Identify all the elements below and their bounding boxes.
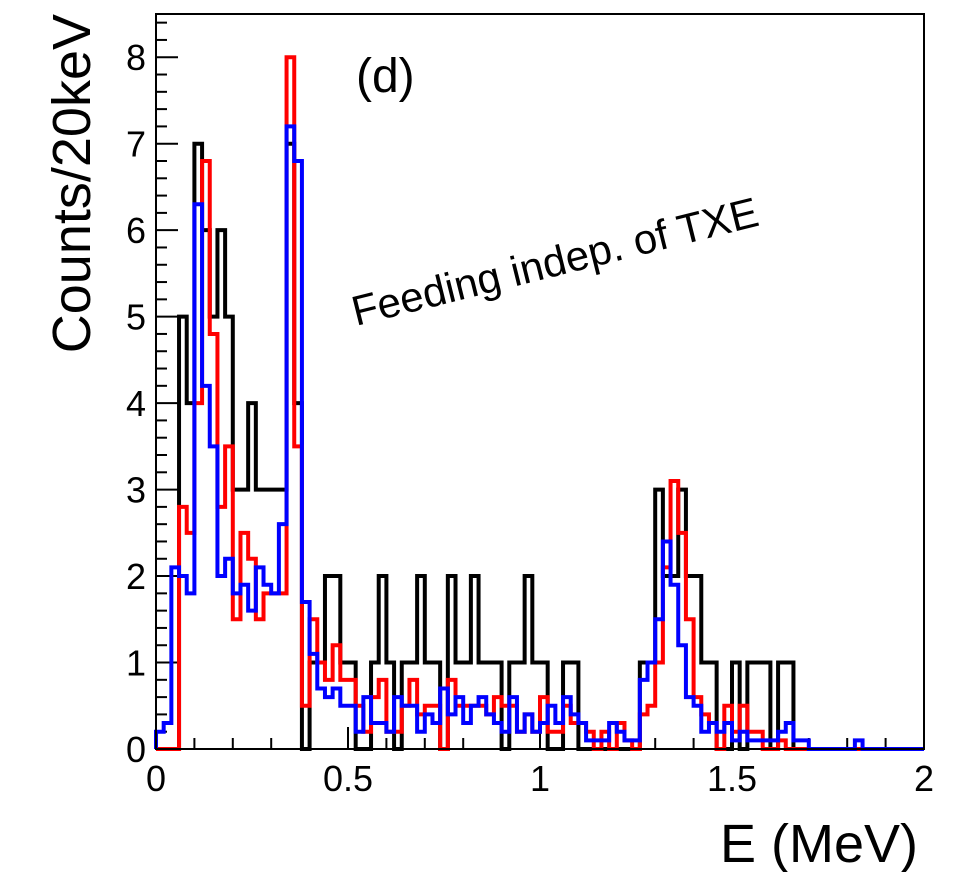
series-layer [154, 55, 924, 751]
y-tick-label: 4 [126, 383, 146, 424]
x-tick-label: 0 [146, 758, 166, 799]
y-axis-tick-labels: 0 1 2 3 4 5 6 7 8 [126, 37, 146, 770]
x-tick-label: 0.5 [323, 758, 373, 799]
panel-label: (d) [356, 50, 415, 103]
x-tick-label: 2 [914, 758, 934, 799]
y-tick-label: 1 [126, 643, 146, 684]
x-axis-tick-labels: 0 0.5 1 1.5 2 [146, 758, 934, 799]
annotation-text: Feeding indep. of TXE [347, 188, 763, 335]
y-tick-label: 2 [126, 556, 146, 597]
y-tick-label: 7 [126, 124, 146, 165]
y-tick-label: 0 [126, 729, 146, 770]
y-tick-label: 5 [126, 297, 146, 338]
x-tick-label: 1 [530, 758, 550, 799]
histogram-series-3 [154, 124, 924, 751]
plot-frame [155, 13, 925, 750]
y-axis-ticks [156, 21, 178, 750]
x-tick-label: 1.5 [707, 758, 757, 799]
y-tick-label: 8 [126, 37, 146, 78]
x-axis-title: E (MeV) [720, 814, 918, 872]
y-tick-label: 6 [126, 210, 146, 251]
histogram-series-2 [156, 55, 924, 751]
histogram-series-1 [156, 141, 924, 751]
y-tick-label: 3 [126, 470, 146, 511]
y-axis-title: Counts/20keV [42, 14, 102, 353]
